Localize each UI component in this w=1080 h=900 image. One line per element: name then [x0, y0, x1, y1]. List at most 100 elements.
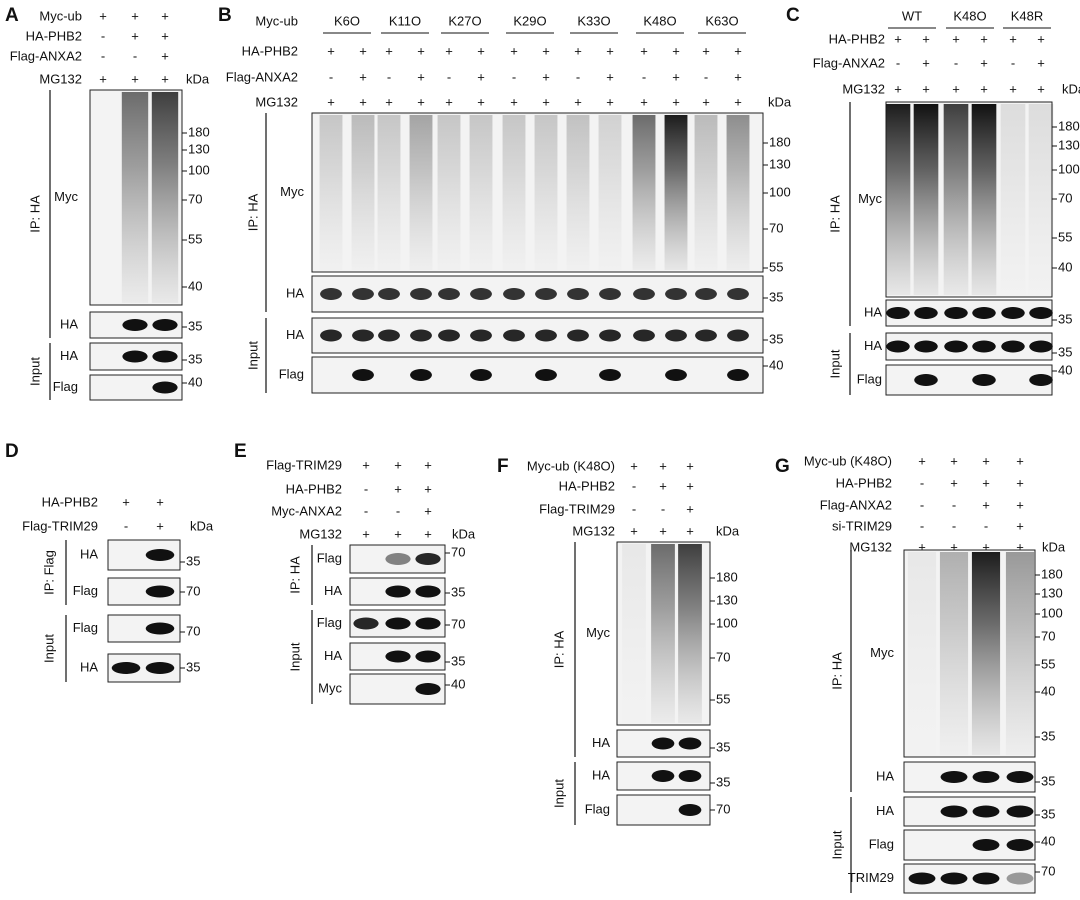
marker-label: 100: [1058, 161, 1080, 176]
section-label: IP: HA: [827, 195, 842, 233]
panel-letter: F: [497, 456, 509, 477]
treatment-sign: +: [424, 481, 432, 496]
marker-label: 40: [1058, 259, 1072, 274]
band: [651, 737, 675, 750]
treatment-sign: +: [394, 481, 402, 496]
treatment-label: Flag-ANXA2: [813, 55, 885, 70]
treatment-sign: +: [640, 43, 648, 58]
marker-label: 70: [451, 544, 465, 559]
marker-label: 35: [1058, 311, 1072, 326]
kda-label: kDa: [1042, 539, 1066, 554]
marker-label: 40: [1041, 683, 1055, 698]
group-label: K29O: [513, 13, 546, 28]
band: [908, 872, 936, 885]
blot: [903, 863, 1036, 894]
treatment-sign: +: [445, 94, 453, 109]
smear: [319, 115, 343, 270]
group-label: K11O: [389, 13, 421, 28]
blot-label: HA: [80, 546, 98, 561]
marker-label: 70: [716, 649, 730, 664]
treatment-sign: -: [920, 497, 924, 512]
band: [940, 771, 968, 783]
blot-label: HA: [80, 659, 98, 674]
treatment-sign: +: [734, 69, 742, 84]
band: [1001, 340, 1025, 353]
treatment-sign: -: [661, 501, 665, 516]
treatment-sign: -: [954, 55, 958, 70]
treatment-sign: +: [922, 81, 930, 96]
blot-label: HA: [324, 648, 342, 663]
panel-letter: E: [234, 441, 247, 462]
kda-label: kDa: [190, 518, 214, 533]
marker-label: 40: [769, 357, 783, 372]
marker-label: 100: [769, 184, 791, 199]
treatment-sign: -: [512, 69, 516, 84]
band: [599, 288, 621, 300]
treatment-sign: +: [131, 28, 139, 43]
treatment-sign: +: [424, 503, 432, 518]
blot: [885, 364, 1053, 396]
smear: [971, 104, 997, 295]
group-label: K48O: [643, 13, 676, 28]
treatment-sign: +: [99, 71, 107, 86]
treatment-sign: +: [980, 31, 988, 46]
marker-label: 130: [716, 592, 738, 607]
treatment-label: MG132: [842, 81, 885, 96]
section-label: IP: HA: [27, 195, 42, 233]
band: [1001, 307, 1025, 319]
marker-label: 40: [451, 676, 465, 691]
treatment-sign: -: [952, 518, 956, 533]
smear: [469, 115, 493, 270]
blot-label: Myc: [586, 625, 610, 640]
band: [152, 381, 178, 394]
treatment-sign: +: [1016, 518, 1024, 533]
band: [599, 369, 621, 381]
band: [972, 839, 1000, 851]
treatment-sign: +: [417, 69, 425, 84]
blot-label: HA: [876, 768, 894, 783]
marker-label: 100: [716, 615, 738, 630]
blot-label: Myc: [858, 191, 882, 206]
treatment-label: Myc-ub (K48O): [527, 458, 615, 473]
treatment-sign: +: [630, 458, 638, 473]
band: [727, 369, 749, 381]
blot-label: Flag: [53, 379, 78, 394]
section-label: IP: HA: [829, 652, 844, 690]
marker-label: 180: [716, 569, 738, 584]
band: [678, 737, 702, 750]
band: [972, 307, 996, 319]
band: [378, 288, 400, 300]
smear: [1005, 552, 1035, 755]
marker-label: 55: [188, 231, 202, 246]
smear: [566, 115, 590, 270]
treatment-label: MG132: [849, 539, 892, 554]
treatment-sign: +: [327, 43, 335, 58]
treatment-sign: +: [1037, 81, 1045, 96]
band: [972, 374, 996, 386]
treatment-sign: +: [686, 501, 694, 516]
treatment-sign: +: [1009, 31, 1017, 46]
blot-label: HA: [324, 583, 342, 598]
treatment-sign: +: [606, 69, 614, 84]
band: [353, 617, 379, 630]
marker-label: 180: [188, 124, 210, 139]
treatment-sign: -: [447, 69, 451, 84]
treatment-sign: +: [982, 453, 990, 468]
smear: [534, 115, 558, 270]
section-label: IP: HA: [287, 556, 302, 594]
section-label: Input: [551, 779, 566, 808]
smear: [598, 115, 622, 270]
smear: [885, 104, 911, 295]
treatment-label: MG132: [39, 71, 82, 86]
smear: [939, 552, 969, 755]
treatment-sign: +: [672, 43, 680, 58]
treatment-sign: +: [606, 43, 614, 58]
marker-label: 70: [1041, 863, 1055, 878]
treatment-label: HA-PHB2: [242, 43, 298, 58]
treatment-sign: -: [576, 69, 580, 84]
band: [665, 288, 687, 300]
group-label: K33O: [577, 13, 610, 28]
treatment-label: HA-PHB2: [42, 494, 98, 509]
treatment-label: HA-PHB2: [829, 31, 885, 46]
